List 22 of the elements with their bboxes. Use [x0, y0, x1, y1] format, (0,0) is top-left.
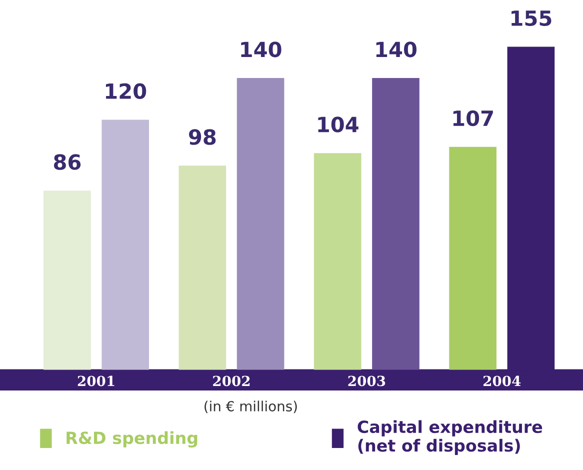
x-tick-label: 2001	[78, 376, 114, 386]
data-label: 98	[188, 129, 216, 145]
x-tick-label: 2002	[213, 376, 250, 386]
data-label: 120	[106, 83, 146, 100]
legend-label: Capital expenditure (net of disposals)	[358, 420, 542, 455]
data-label: 155	[512, 10, 552, 26]
data-label: 104	[318, 116, 358, 132]
data-label: 140	[376, 42, 416, 58]
x-tick-label: 2003	[348, 376, 386, 386]
bar	[178, 166, 226, 370]
bar	[236, 78, 284, 370]
legend-label: R&D spending	[66, 431, 198, 448]
bar	[449, 146, 496, 370]
bar	[314, 153, 362, 370]
data-label: 86	[54, 154, 81, 170]
bar	[44, 190, 91, 370]
x-tick-label: 2004	[483, 376, 521, 386]
text: (in € millions)	[204, 400, 297, 414]
data-label: 140	[241, 42, 282, 58]
bar	[372, 78, 420, 370]
bar	[102, 120, 150, 370]
data-label: 107	[453, 110, 493, 126]
